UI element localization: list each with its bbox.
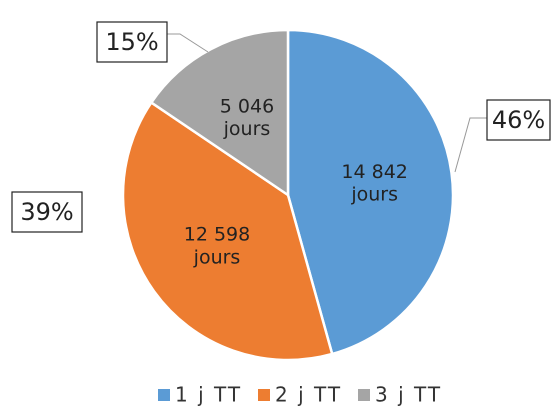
percentage-label: 15%: [105, 28, 158, 56]
pie-slice: [121, 100, 334, 362]
data-label-line: 5 046: [220, 95, 274, 117]
data-label: 12 598 jours: [184, 223, 250, 268]
legend-swatch: [158, 389, 170, 401]
data-label-line: jours: [223, 118, 271, 140]
data-label: 14 842 jours: [341, 160, 407, 205]
pie-slice: [286, 28, 455, 356]
percentage-box: [486, 99, 551, 141]
legend-label: 1 j TT: [175, 383, 242, 407]
data-label-line: 14 842: [341, 160, 407, 182]
data-label-line: jours: [193, 246, 241, 268]
leader-line: [167, 33, 209, 53]
percentage-label: 39%: [20, 198, 73, 226]
legend-swatch: [358, 389, 370, 401]
legend-label: 2 j TT: [275, 383, 342, 407]
pie-slice: [149, 28, 290, 198]
data-label-line: 12 598: [184, 223, 250, 245]
leader-line: [454, 117, 487, 173]
data-label-line: jours: [350, 183, 398, 205]
legend-label: 3 j TT: [375, 383, 442, 407]
data-label: 5 046 jours: [220, 95, 274, 140]
percentage-label: 46%: [492, 106, 545, 134]
percentage-box: [11, 191, 83, 233]
percentage-box: [96, 21, 168, 63]
legend-swatch: [258, 389, 270, 401]
